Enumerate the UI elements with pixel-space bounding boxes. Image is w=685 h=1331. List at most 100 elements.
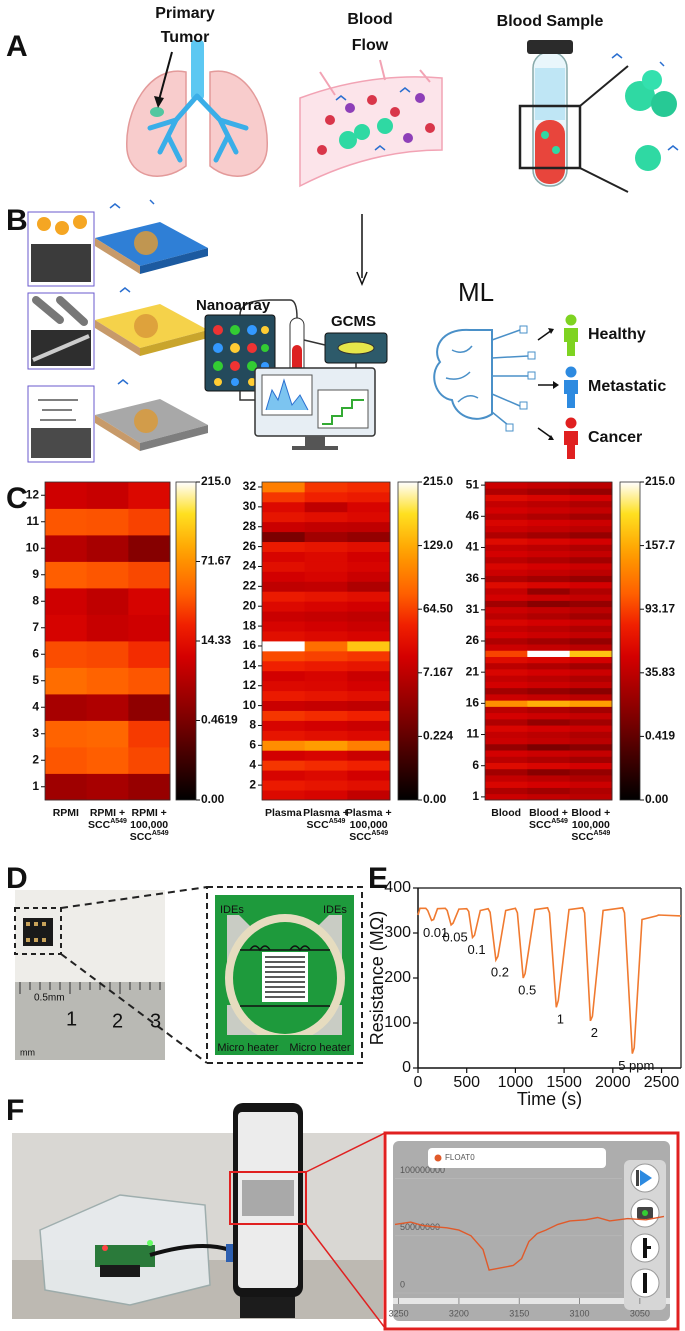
heatmap-cell — [569, 538, 613, 545]
heatmap-cell — [304, 650, 348, 662]
heatmap-cell — [569, 775, 613, 782]
legend-box — [428, 1148, 606, 1168]
row-label: 32 — [243, 479, 257, 493]
column-label: RPMI + — [132, 807, 167, 819]
heatmap-cell — [569, 631, 613, 639]
annotation: 1 — [557, 1012, 564, 1027]
heatmap-cell — [485, 700, 528, 707]
heatmap-cell — [485, 731, 528, 739]
blood-tube-part — [579, 167, 629, 193]
chip-photo-part — [42, 922, 46, 926]
heatmap-cell — [527, 488, 571, 495]
device-photo-part — [100, 1265, 140, 1277]
diagram-labels-part: Micro heater — [289, 1042, 350, 1054]
blood-vessel-part — [339, 131, 357, 149]
blood-tube-part — [535, 68, 565, 120]
heatmap-cell — [262, 482, 306, 493]
y-tick-label: 0 — [402, 1059, 411, 1076]
row-label: 10 — [243, 698, 257, 712]
heatmap-cell — [45, 561, 88, 589]
column-label: RPMI + — [90, 807, 125, 819]
column-label-text: SCC — [571, 831, 594, 843]
heatmap-cell — [527, 656, 571, 664]
heatmap-cell — [569, 594, 613, 601]
heatmap-cell — [485, 756, 528, 763]
chip-photo-part — [19, 982, 161, 994]
x-tick-label: 2000 — [595, 1074, 631, 1091]
row-label: 10 — [26, 540, 40, 554]
x-tick-label: 2500 — [644, 1074, 680, 1091]
x-tick-label: 1500 — [546, 1074, 582, 1091]
lungs-part — [191, 40, 204, 100]
heatmap-cell — [527, 681, 571, 689]
blood-vessel-part — [354, 124, 370, 140]
analysis-setup-part — [213, 343, 223, 353]
annotation: 0.2 — [491, 964, 509, 979]
analysis-setup-part — [214, 378, 222, 386]
heatmap-cell — [262, 601, 306, 612]
heatmap-cell — [304, 541, 348, 552]
heatmap-cell — [45, 614, 88, 642]
heatmap-cell — [527, 544, 571, 551]
blood-vessel-part — [425, 123, 435, 133]
heatmap-cell — [527, 500, 571, 508]
heatmap-cell — [128, 535, 171, 562]
heatmap-cell — [347, 581, 391, 592]
heatmap-cell — [262, 511, 306, 523]
column-label-text: Plasma + — [303, 807, 349, 819]
heatmap-cell — [45, 588, 88, 615]
sensor-insets-part — [31, 428, 91, 458]
heatmap-cell — [485, 687, 528, 695]
row-label: 3 — [32, 726, 39, 740]
annotation: 5 ppm — [618, 1058, 654, 1073]
ruler-labels-part: 0.5mm — [34, 993, 65, 1004]
sensor-insets-part — [55, 221, 69, 235]
heatmap-cell — [86, 588, 129, 615]
heatmap-cell — [347, 501, 391, 513]
device-photo — [12, 1103, 386, 1329]
column-label-sup: A549 — [371, 830, 388, 837]
ml-brain — [433, 325, 559, 440]
heatmap-cell — [128, 561, 171, 589]
heatmap-cell — [527, 700, 571, 707]
heatmap-cell — [262, 491, 306, 503]
sensor-slabs — [95, 199, 208, 451]
row-label: 4 — [249, 757, 256, 771]
panel-labels-part: F — [6, 1094, 24, 1127]
lungs-part — [154, 96, 164, 108]
heatmap-cell — [485, 706, 528, 714]
column-label: SCCA549 — [307, 818, 346, 831]
heatmap-frame — [44, 481, 171, 801]
heatmap-cell — [527, 482, 571, 489]
analysis-setup-part — [337, 341, 375, 355]
heatmap-cell — [485, 538, 528, 545]
heatmap-cell — [569, 600, 613, 608]
column-label-text: RPMI — [53, 807, 79, 819]
annotation: 0.1 — [468, 942, 486, 957]
heatmap-cell — [569, 793, 613, 801]
heatmap-cell — [485, 694, 528, 701]
sensor-insets-part — [73, 215, 87, 229]
heatmap-cell — [347, 621, 391, 632]
heatmap-cell — [485, 588, 528, 595]
analysis-setup-part — [265, 378, 309, 411]
blood-vessel-part — [317, 145, 327, 155]
heatmap-cell — [527, 644, 571, 651]
panel-b-text-part: Nanoarray — [196, 297, 271, 314]
heatmap-cell — [347, 750, 391, 761]
row-label: 2 — [249, 777, 256, 791]
row-label: 8 — [32, 593, 39, 607]
ml-brain-part — [445, 345, 479, 403]
blood-vessel-part — [377, 118, 393, 134]
colorbar — [397, 481, 419, 801]
row-label: 20 — [243, 598, 257, 612]
heatmap-cell — [485, 750, 528, 757]
heatmap-cell — [304, 690, 348, 702]
colorbar-label: 0.419 — [645, 729, 675, 743]
ml-brain-part — [527, 351, 536, 360]
y-tick-label: 100 — [384, 1014, 411, 1031]
heatmap-cell — [304, 601, 348, 612]
panel-a-text-part: Flow — [352, 37, 389, 54]
heatmap-cell — [485, 743, 528, 751]
